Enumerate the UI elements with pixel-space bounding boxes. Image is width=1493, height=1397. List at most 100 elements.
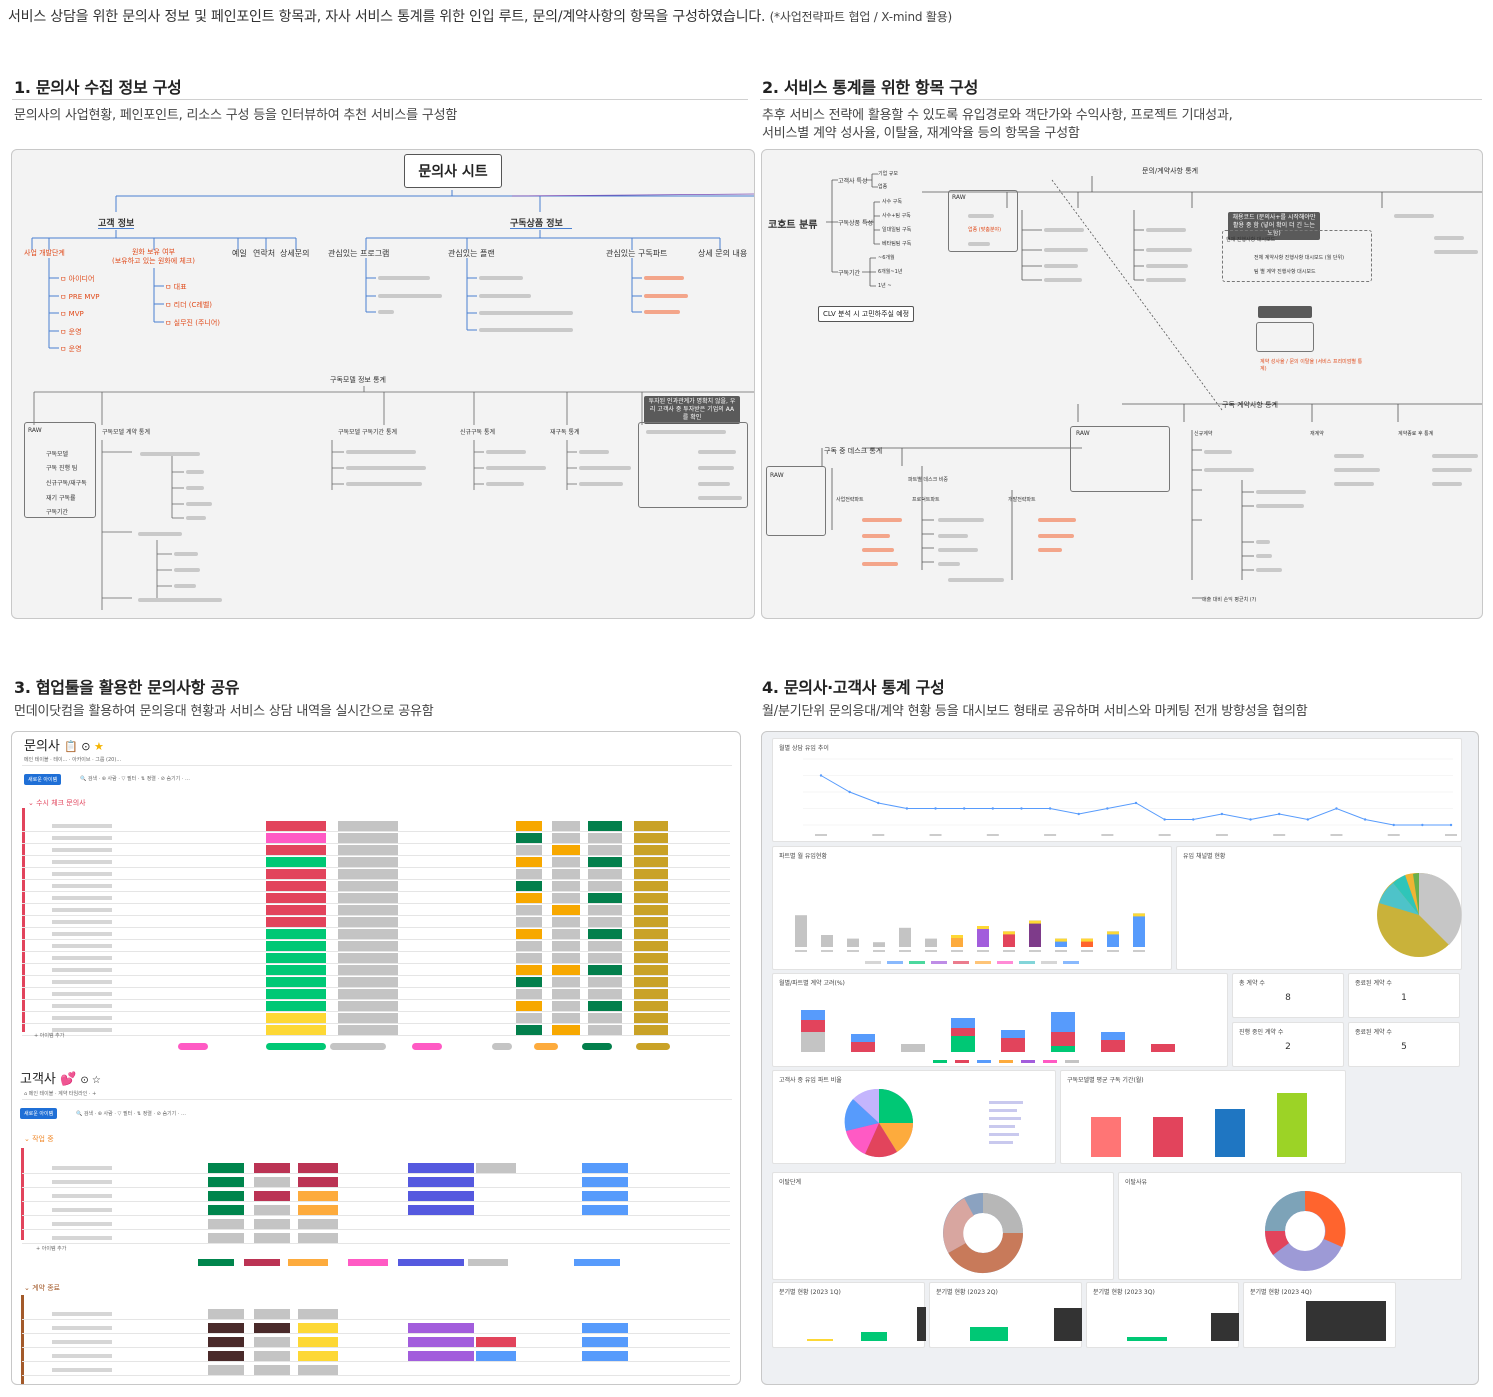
status-cell[interactable] — [254, 1233, 290, 1243]
status-cell[interactable] — [266, 881, 326, 891]
status-cell[interactable] — [552, 1025, 580, 1035]
table-row[interactable] — [22, 832, 730, 844]
table-row[interactable] — [22, 844, 730, 856]
table-row[interactable] — [22, 964, 730, 976]
table-row[interactable] — [22, 1176, 730, 1188]
table-row[interactable] — [22, 856, 730, 868]
status-cell[interactable] — [588, 857, 622, 867]
table-row[interactable] — [22, 916, 730, 928]
item-name[interactable] — [52, 992, 112, 996]
status-cell[interactable] — [408, 1309, 474, 1319]
status-cell[interactable] — [552, 905, 580, 915]
status-cell[interactable] — [208, 1365, 244, 1375]
status-cell[interactable] — [266, 989, 326, 999]
status-cell[interactable] — [298, 1309, 338, 1319]
status-cell[interactable] — [408, 1233, 474, 1243]
item-name[interactable] — [52, 860, 112, 864]
status-cell[interactable] — [338, 857, 398, 867]
status-cell[interactable] — [266, 953, 326, 963]
item-name[interactable] — [52, 896, 112, 900]
status-cell[interactable] — [552, 965, 580, 975]
status-cell[interactable] — [266, 929, 326, 939]
status-cell[interactable] — [588, 929, 622, 939]
table-row[interactable] — [22, 880, 730, 892]
status-cell[interactable] — [254, 1337, 290, 1347]
table-row[interactable] — [22, 904, 730, 916]
status-cell[interactable] — [588, 1025, 622, 1035]
status-cell[interactable] — [476, 1365, 516, 1375]
status-cell[interactable] — [516, 977, 542, 987]
status-cell[interactable] — [516, 989, 542, 999]
status-cell[interactable] — [634, 821, 668, 831]
item-name[interactable] — [52, 872, 112, 876]
table-row[interactable] — [22, 1232, 730, 1244]
status-cell[interactable] — [476, 1177, 516, 1187]
table-row[interactable] — [22, 952, 730, 964]
status-cell[interactable] — [516, 953, 542, 963]
status-cell[interactable] — [582, 1337, 628, 1347]
status-cell[interactable] — [516, 1001, 542, 1011]
item-name[interactable] — [52, 1368, 112, 1372]
item-name[interactable] — [52, 968, 112, 972]
status-cell[interactable] — [254, 1219, 290, 1229]
status-cell[interactable] — [634, 845, 668, 855]
item-name[interactable] — [52, 1326, 112, 1330]
add-item-1[interactable]: + 아이템 추가 — [34, 1033, 65, 1039]
status-cell[interactable] — [588, 881, 622, 891]
table-row[interactable] — [22, 1350, 730, 1362]
status-cell[interactable] — [588, 821, 622, 831]
status-cell[interactable] — [338, 821, 398, 831]
status-cell[interactable] — [208, 1219, 244, 1229]
status-cell[interactable] — [634, 893, 668, 903]
table-row[interactable] — [22, 820, 730, 832]
item-name[interactable] — [52, 1194, 112, 1198]
item-name[interactable] — [52, 1340, 112, 1344]
status-cell[interactable] — [266, 893, 326, 903]
status-cell[interactable] — [298, 1323, 338, 1333]
status-cell[interactable] — [582, 1365, 628, 1375]
status-cell[interactable] — [298, 1337, 338, 1347]
status-cell[interactable] — [338, 1001, 398, 1011]
status-cell[interactable] — [516, 917, 542, 927]
board-toolbar-1[interactable]: 🔍 검색 · ⊛ 사람 · ▽ 필터 · ⇅ 정렬 · ⊘ 숨기기 · … — [80, 776, 191, 782]
status-cell[interactable] — [408, 1365, 474, 1375]
item-name[interactable] — [52, 1208, 112, 1212]
status-cell[interactable] — [582, 1205, 628, 1215]
item-name[interactable] — [52, 1028, 112, 1032]
status-cell[interactable] — [338, 869, 398, 879]
status-cell[interactable] — [476, 1337, 516, 1347]
table-row[interactable] — [22, 1308, 730, 1320]
table-row[interactable] — [22, 1336, 730, 1348]
status-cell[interactable] — [588, 917, 622, 927]
status-cell[interactable] — [582, 1233, 628, 1243]
status-cell[interactable] — [582, 1351, 628, 1361]
status-cell[interactable] — [588, 845, 622, 855]
status-cell[interactable] — [476, 1233, 516, 1243]
status-cell[interactable] — [588, 989, 622, 999]
status-cell[interactable] — [634, 869, 668, 879]
status-cell[interactable] — [338, 977, 398, 987]
status-cell[interactable] — [552, 953, 580, 963]
status-cell[interactable] — [582, 1323, 628, 1333]
table-row[interactable] — [22, 928, 730, 940]
status-cell[interactable] — [266, 1001, 326, 1011]
status-cell[interactable] — [254, 1323, 290, 1333]
item-name[interactable] — [52, 932, 112, 936]
status-cell[interactable] — [408, 1323, 474, 1333]
item-name[interactable] — [52, 1222, 112, 1226]
status-cell[interactable] — [338, 833, 398, 843]
board-tabs-1[interactable]: 메인 테이블 · 테이... · 아카이브 · 그룹 (20)... — [24, 757, 122, 763]
status-cell[interactable] — [338, 965, 398, 975]
status-cell[interactable] — [408, 1163, 474, 1173]
status-cell[interactable] — [588, 953, 622, 963]
status-cell[interactable] — [634, 1025, 668, 1035]
status-cell[interactable] — [298, 1205, 338, 1215]
table-row[interactable] — [22, 868, 730, 880]
status-cell[interactable] — [588, 1001, 622, 1011]
status-cell[interactable] — [552, 1013, 580, 1023]
status-cell[interactable] — [516, 929, 542, 939]
status-cell[interactable] — [408, 1337, 474, 1347]
status-cell[interactable] — [516, 881, 542, 891]
status-cell[interactable] — [298, 1351, 338, 1361]
item-name[interactable] — [52, 920, 112, 924]
